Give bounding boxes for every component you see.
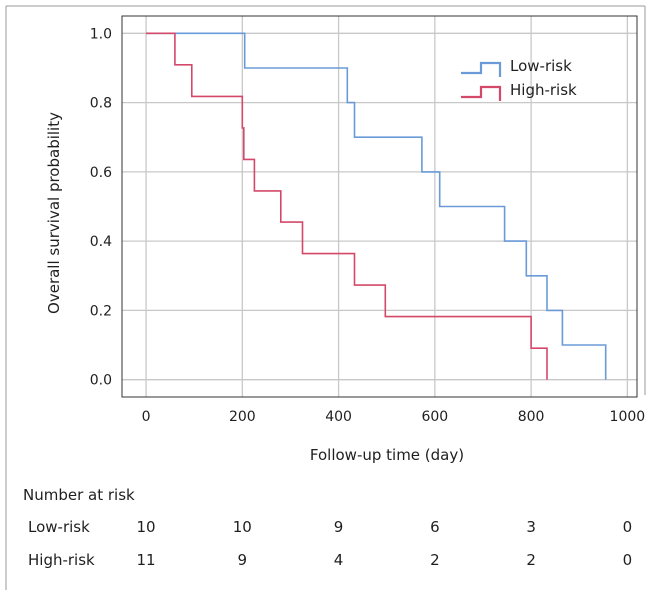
risk-count: 10 <box>232 518 252 536</box>
legend-label-high-risk: High-risk <box>510 81 577 99</box>
legend: Low-risk High-risk <box>461 57 577 101</box>
series-line-low-risk <box>146 32 607 380</box>
legend-label-low-risk: Low-risk <box>510 57 572 75</box>
x-tick-label: 200 <box>229 409 256 425</box>
legend-swatch-low-risk <box>461 61 502 77</box>
y-tick-label: 0.4 <box>90 234 112 250</box>
series-line-high-risk <box>146 32 548 380</box>
x-tick-label: 400 <box>325 409 352 425</box>
risk-row-label: High-risk <box>28 551 95 569</box>
risk-table-title: Number at risk <box>23 486 135 504</box>
x-tick-label: 600 <box>421 409 448 425</box>
risk-count: 10 <box>136 518 156 536</box>
y-tick-label: 0.8 <box>90 96 112 112</box>
risk-count: 2 <box>526 551 536 569</box>
series-layer <box>146 32 607 380</box>
risk-count: 0 <box>622 518 633 536</box>
axes-layer: 0 200 400 600 800 1000 0.0 0.2 0.4 0.6 0.8 1.0 <box>90 15 646 425</box>
legend-swatch-high-risk <box>461 85 502 101</box>
x-tick-label: 0 <box>142 409 151 425</box>
y-axis-title: Overall survival probability <box>45 112 63 314</box>
risk-count: 0 <box>622 551 633 569</box>
plot-border <box>121 15 638 398</box>
risk-count: 4 <box>333 551 344 569</box>
risk-count: 11 <box>136 551 156 569</box>
x-tick-label: 800 <box>518 409 545 425</box>
y-tick-label: 0.6 <box>90 165 112 181</box>
risk-count: 2 <box>430 551 440 569</box>
risk-count: 6 <box>430 518 440 536</box>
risk-count: 9 <box>237 551 248 569</box>
y-tick-label: 0.0 <box>90 373 112 389</box>
grid-layer <box>122 16 637 397</box>
y-tick-label: 0.2 <box>90 303 112 319</box>
y-tick-label: 1.0 <box>90 26 112 42</box>
risk-count: 9 <box>333 518 344 536</box>
plot-area: 0 200 400 600 800 1000 0.0 0.2 0.4 0.6 0.8 1.0 Low-… <box>90 15 646 425</box>
x-axis-title: Follow-up time (day) <box>310 446 464 464</box>
risk-row-label: Low-risk <box>28 518 90 536</box>
x-tick-label: 1000 <box>610 409 646 425</box>
risk-count: 3 <box>526 518 536 536</box>
